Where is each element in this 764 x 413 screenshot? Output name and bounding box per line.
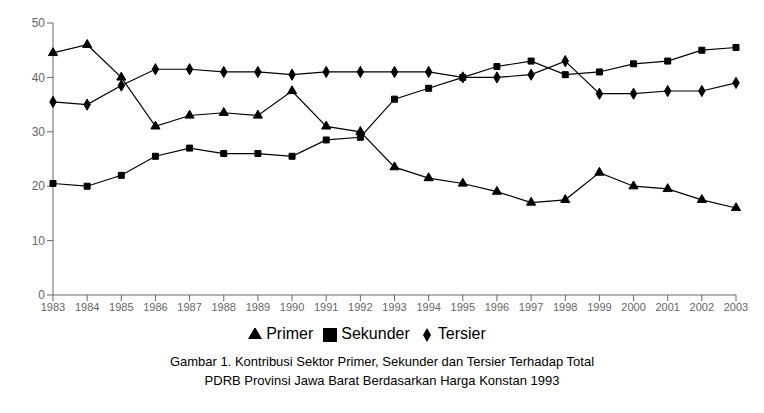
svg-text:0: 0 bbox=[38, 288, 45, 302]
svg-text:1984: 1984 bbox=[75, 301, 99, 313]
svg-text:1994: 1994 bbox=[416, 301, 440, 313]
svg-text:1987: 1987 bbox=[177, 301, 201, 313]
html-text:Sekunder: Sekunder bbox=[341, 325, 410, 342]
svg-text:1995: 1995 bbox=[451, 301, 475, 313]
svg-text:2002: 2002 bbox=[690, 301, 714, 313]
html-text:PDRB Provinsi Jawa Barat Berda: PDRB Provinsi Jawa Barat Berdasarkan Har… bbox=[204, 373, 560, 388]
svg-text:20: 20 bbox=[32, 179, 46, 193]
svg-text:10: 10 bbox=[32, 234, 46, 248]
svg-text:1992: 1992 bbox=[348, 301, 372, 313]
svg-text:1996: 1996 bbox=[485, 301, 509, 313]
svg-text:1998: 1998 bbox=[553, 301, 577, 313]
svg-text:50: 50 bbox=[32, 16, 46, 30]
html-text:Tersier: Tersier bbox=[437, 325, 486, 342]
svg-text:30: 30 bbox=[32, 125, 46, 139]
svg-text:2001: 2001 bbox=[655, 301, 679, 313]
html-text:Gambar 1. Kontribusi Sektor Pr: Gambar 1. Kontribusi Sektor Primer, Seku… bbox=[169, 354, 595, 369]
svg-text:1989: 1989 bbox=[246, 301, 270, 313]
svg-text:1991: 1991 bbox=[314, 301, 338, 313]
svg-text:1997: 1997 bbox=[519, 301, 543, 313]
svg-text:1990: 1990 bbox=[280, 301, 304, 313]
svg-text:2003: 2003 bbox=[724, 301, 748, 313]
svg-text:2000: 2000 bbox=[621, 301, 645, 313]
svg-text:1999: 1999 bbox=[587, 301, 611, 313]
svg-text:1993: 1993 bbox=[382, 301, 406, 313]
svg-text:1983: 1983 bbox=[41, 301, 65, 313]
svg-text:1986: 1986 bbox=[143, 301, 167, 313]
svg-text:40: 40 bbox=[32, 71, 46, 85]
svg-text:1985: 1985 bbox=[109, 301, 133, 313]
svg-text:1988: 1988 bbox=[212, 301, 236, 313]
html-text:Primer: Primer bbox=[266, 325, 314, 342]
